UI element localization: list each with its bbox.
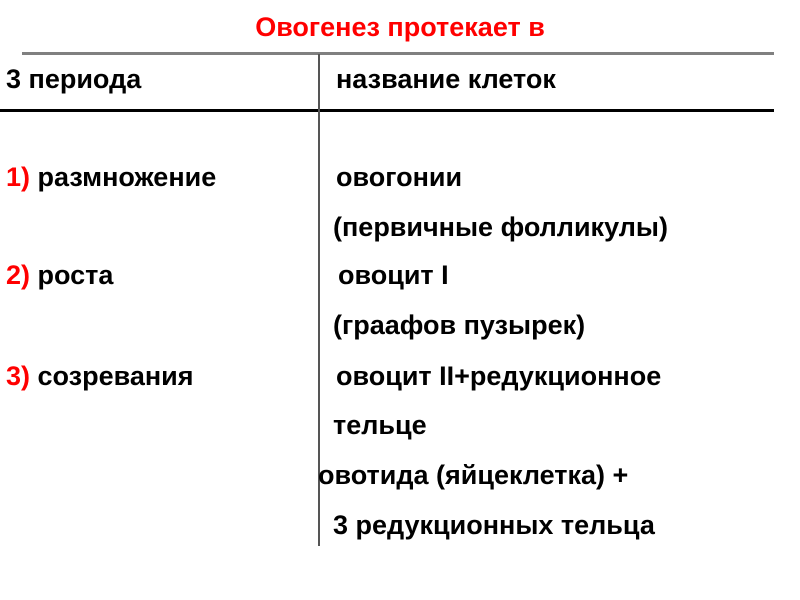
cell-name: овоцит I xyxy=(338,260,449,290)
slide-title: Овогенез протекает в xyxy=(255,12,545,42)
period-label: размножение xyxy=(30,162,217,192)
header-periods: 3 периода xyxy=(6,64,142,94)
top-divider xyxy=(22,52,774,55)
column-divider xyxy=(318,54,320,546)
period-2: 2) роста xyxy=(6,260,113,290)
period-label: роста xyxy=(30,260,114,290)
cell-name: (граафов пузырек) xyxy=(333,310,586,340)
period-number: 2) xyxy=(6,260,31,290)
cell-name: овоцит II+редукционное xyxy=(336,361,662,391)
cell-name: (первичные фолликулы) xyxy=(333,212,668,242)
period-number: 1) xyxy=(6,162,31,192)
period-label: созревания xyxy=(30,361,194,391)
cell-name: овотида (яйцеклетка) + xyxy=(318,460,629,490)
period-1: 1) размножение xyxy=(6,162,216,192)
cell-name: тельце xyxy=(333,410,427,440)
header-cell-names: название клеток xyxy=(336,64,556,94)
cell-name: 3 редукционных тельца xyxy=(333,510,655,540)
period-number: 3) xyxy=(6,361,31,391)
period-3: 3) созревания xyxy=(6,361,194,391)
header-divider xyxy=(0,109,774,112)
cell-name: овогонии xyxy=(336,162,463,192)
